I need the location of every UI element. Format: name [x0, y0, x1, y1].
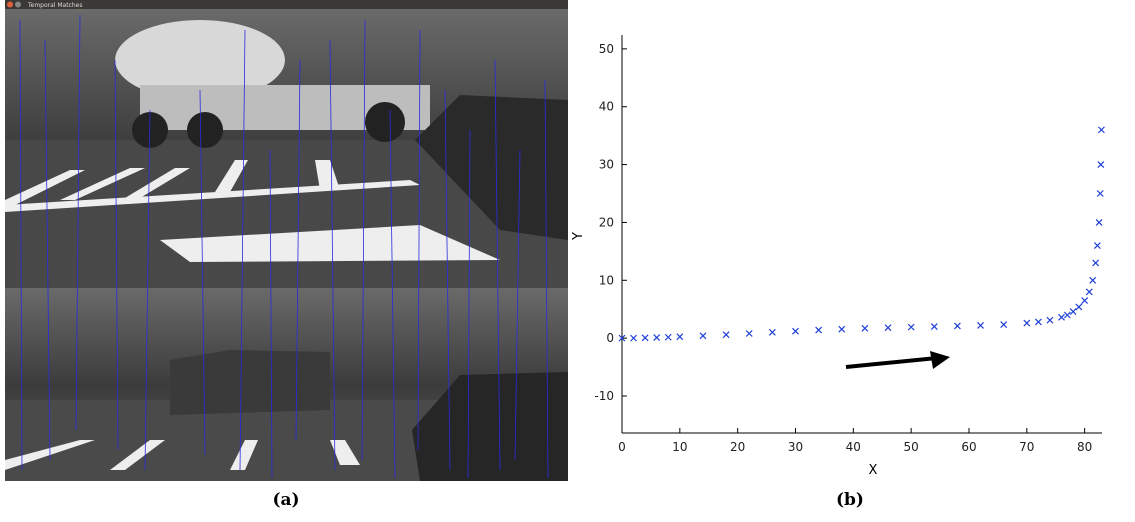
point [1098, 127, 1104, 133]
x-tick-label: 0 [618, 440, 626, 454]
point [1090, 277, 1096, 283]
y-tick-label: 50 [599, 42, 614, 56]
window-title: Temporal Matches [27, 2, 83, 9]
x-tick-label: 70 [1019, 440, 1034, 454]
point [978, 322, 984, 328]
point [1024, 320, 1030, 326]
point [769, 329, 775, 335]
point [1047, 317, 1053, 323]
point [908, 324, 914, 330]
y-tick-label: 30 [599, 158, 614, 172]
point [792, 328, 798, 334]
point [1001, 322, 1007, 328]
x-tick-label: 60 [961, 440, 976, 454]
panel-label: (b) [836, 490, 864, 510]
point [654, 335, 660, 341]
point [642, 335, 648, 341]
x-tick-label: 80 [1077, 440, 1092, 454]
point [931, 324, 937, 330]
point [1097, 191, 1103, 197]
point [954, 323, 960, 329]
figure: Temporal Matches (a) (b) X [0, 0, 1135, 522]
window-button [7, 2, 13, 8]
point [665, 334, 671, 340]
point [862, 325, 868, 331]
x-tick-label: 50 [904, 440, 919, 454]
direction-arrow [846, 358, 937, 367]
y-tick-label: 40 [599, 100, 614, 114]
wheel [365, 102, 405, 142]
point [1082, 298, 1088, 304]
point [723, 332, 729, 338]
point [1070, 309, 1076, 315]
point [1093, 260, 1099, 266]
point [1096, 219, 1102, 225]
y-axis-label: Y [571, 232, 586, 241]
point [1098, 162, 1104, 168]
x-tick-label: 30 [788, 440, 803, 454]
pickup [170, 350, 330, 415]
point [700, 333, 706, 339]
x-tick-label: 10 [672, 440, 687, 454]
x-axis-label: X [869, 463, 878, 478]
point [746, 331, 752, 337]
point [1076, 304, 1082, 310]
direction-arrowhead [930, 351, 950, 369]
window-bar [5, 0, 568, 9]
y-tick-label: 0 [606, 331, 614, 345]
x-tick-label: 40 [846, 440, 861, 454]
wheel [187, 112, 223, 148]
point [839, 326, 845, 332]
point [1094, 243, 1100, 249]
y-tick-label: -10 [594, 389, 614, 403]
y-tick-label: 10 [599, 273, 614, 287]
point [631, 335, 637, 341]
point [816, 327, 822, 333]
point [1086, 289, 1092, 295]
panel-label: (a) [272, 490, 299, 510]
point [1064, 312, 1070, 318]
point [1035, 319, 1041, 325]
point [1059, 314, 1065, 320]
point [885, 325, 891, 331]
point [677, 334, 683, 340]
photo-panel: Temporal Matches [5, 0, 568, 481]
y-tick-label: 20 [599, 215, 614, 229]
x-tick-label: 20 [730, 440, 745, 454]
window-button [15, 2, 21, 8]
